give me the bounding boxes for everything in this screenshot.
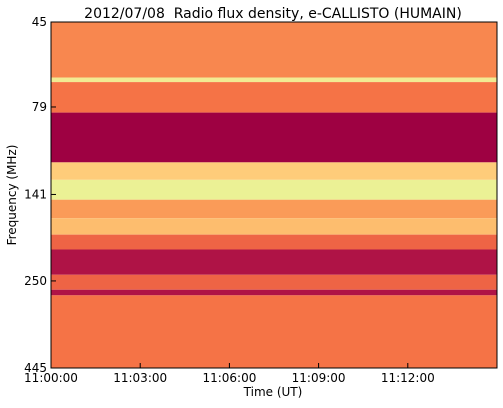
x-tick-label: 11:09:00 [292,371,346,385]
y-tick-label: 79 [32,100,47,114]
spectrum-band [51,77,497,83]
spectrum-band [51,218,497,235]
x-tick-label: 11:00:00 [24,371,78,385]
spectrum-band [51,289,497,296]
spectrum-band [51,274,497,290]
spectrum-band [51,22,497,78]
y-tick-label: 445 [24,361,47,375]
spectrum-band [51,112,497,163]
spectrum-band [51,82,497,113]
x-tick-label: 11:06:00 [202,371,256,385]
y-tick-label: 250 [24,274,47,288]
spectrum-band [51,295,497,368]
x-tick-label: 11:03:00 [113,371,167,385]
spectrum-band [51,249,497,275]
spectrum-band [51,234,497,250]
x-axis-label: Time (UT) [243,385,303,399]
y-axis-label: Frequency (MHz) [5,145,19,246]
x-tick-label: 11:12:00 [381,371,435,385]
y-tick-label: 45 [32,15,47,29]
plot-frame [50,21,498,369]
chart-title: 2012/07/08 Radio flux density, e-CALLIST… [84,6,462,22]
spectrum-band [51,179,497,200]
spectrum-band [51,199,497,219]
y-tick-label: 141 [24,187,47,201]
spectrum-band [51,162,497,180]
